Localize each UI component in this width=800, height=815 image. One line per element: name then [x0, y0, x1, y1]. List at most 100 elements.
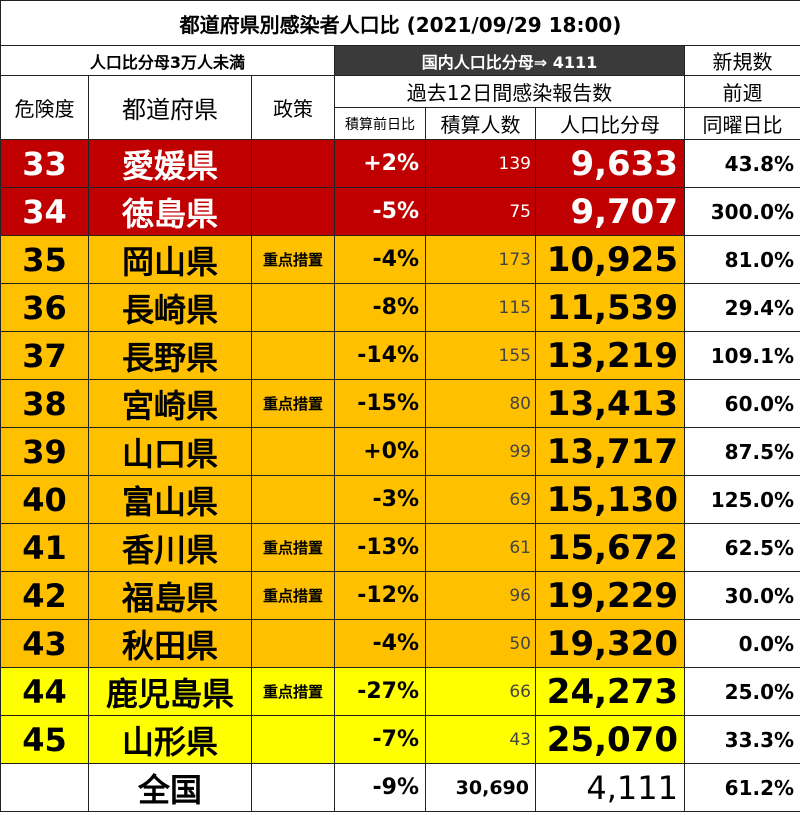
cum-count-cell: 75	[425, 187, 536, 236]
table-row: 43 秋田県 -4% 50 19,320 0.0%	[0, 619, 800, 668]
prefecture-cell: 鹿児島県	[88, 667, 252, 716]
rank-cell: 40	[0, 475, 89, 524]
policy-cell: 重点措置	[251, 523, 335, 572]
denominator-cell: 13,717	[535, 427, 685, 476]
rank-cell: 41	[0, 523, 89, 572]
table-row: 34 徳島県 -5% 75 9,707 300.0%	[0, 187, 800, 236]
rank-cell: 39	[0, 427, 89, 476]
same-day-ratio-header: 同曜日比	[683, 107, 800, 140]
week-ratio-cell: 30.0%	[683, 571, 800, 620]
week-ratio-cell: 109.1%	[683, 331, 800, 380]
policy-cell	[251, 283, 335, 332]
national-ratio-banner: 国内人口比分母⇒ 4111	[334, 45, 685, 76]
week-ratio-cell: 25.0%	[683, 667, 800, 716]
cum-count-cell: 80	[425, 379, 536, 428]
denominator-cell: 24,273	[535, 667, 685, 716]
cum-change-cell: -5%	[334, 187, 426, 236]
cum-change-cell: -8%	[334, 283, 426, 332]
cum-count-cell: 69	[425, 475, 536, 524]
policy-cell	[251, 139, 335, 188]
week-ratio-cell: 43.8%	[683, 139, 800, 188]
page-title: 都道府県別感染者人口比 (2021/09/29 18:00)	[0, 0, 800, 46]
cum-count-cell: 139	[425, 139, 536, 188]
policy-cell	[251, 427, 335, 476]
cum-change-cell: -14%	[334, 331, 426, 380]
total-change: -9%	[334, 763, 426, 812]
policy-cell	[251, 331, 335, 380]
prefecture-cell: 徳島県	[88, 187, 252, 236]
cum-count-header: 積算人数	[425, 107, 536, 140]
rank-cell: 36	[0, 283, 89, 332]
policy-cell: 重点措置	[251, 667, 335, 716]
cum-count-cell: 115	[425, 283, 536, 332]
policy-cell: 重点措置	[251, 379, 335, 428]
denominator-cell: 15,130	[535, 475, 685, 524]
total-label: 全国	[88, 763, 252, 812]
policy-header: 政策	[251, 75, 335, 140]
past12-header: 過去12日間感染報告数	[334, 75, 685, 108]
denominator-cell: 13,413	[535, 379, 685, 428]
denominator-cell: 13,219	[535, 331, 685, 380]
rank-cell: 44	[0, 667, 89, 716]
week-ratio-cell: 81.0%	[683, 235, 800, 284]
total-denominator: 4,111	[535, 763, 685, 812]
prefecture-cell: 香川県	[88, 523, 252, 572]
cum-change-cell: +2%	[334, 139, 426, 188]
table-row: 42 福島県 重点措置 -12% 96 19,229 30.0%	[0, 571, 800, 620]
week-ratio-cell: 62.5%	[683, 523, 800, 572]
total-policy-cell	[251, 763, 335, 812]
table-row: 39 山口県 +0% 99 13,717 87.5%	[0, 427, 800, 476]
cum-change-header: 積算前日比	[334, 107, 426, 140]
policy-cell: 重点措置	[251, 235, 335, 284]
week-ratio-cell: 33.3%	[683, 715, 800, 764]
table-row: 38 宮崎県 重点措置 -15% 80 13,413 60.0%	[0, 379, 800, 428]
rank-cell: 43	[0, 619, 89, 668]
denominator-cell: 9,633	[535, 139, 685, 188]
week-ratio-cell: 29.4%	[683, 283, 800, 332]
policy-cell	[251, 715, 335, 764]
denominator-cell: 11,539	[535, 283, 685, 332]
last-week-header: 前週	[683, 75, 800, 108]
risk-header: 危険度	[0, 75, 89, 140]
new-cases-header: 新規数	[683, 45, 800, 76]
total-rank-cell	[0, 763, 89, 812]
cum-change-cell: -15%	[334, 379, 426, 428]
cum-count-cell: 43	[425, 715, 536, 764]
table-row: 35 岡山県 重点措置 -4% 173 10,925 81.0%	[0, 235, 800, 284]
cum-count-cell: 99	[425, 427, 536, 476]
week-ratio-cell: 60.0%	[683, 379, 800, 428]
denominator-cell: 9,707	[535, 187, 685, 236]
table-row: 33 愛媛県 +2% 139 9,633 43.8%	[0, 139, 800, 188]
table-row: 40 富山県 -3% 69 15,130 125.0%	[0, 475, 800, 524]
cum-change-cell: -7%	[334, 715, 426, 764]
week-ratio-cell: 87.5%	[683, 427, 800, 476]
prefecture-cell: 富山県	[88, 475, 252, 524]
rank-cell: 35	[0, 235, 89, 284]
table-row: 44 鹿児島県 重点措置 -27% 66 24,273 25.0%	[0, 667, 800, 716]
policy-cell	[251, 619, 335, 668]
prefecture-cell: 山口県	[88, 427, 252, 476]
denominator-cell: 19,320	[535, 619, 685, 668]
rank-cell: 42	[0, 571, 89, 620]
rank-cell: 38	[0, 379, 89, 428]
cum-change-cell: -13%	[334, 523, 426, 572]
denominator-cell: 15,672	[535, 523, 685, 572]
cum-change-cell: +0%	[334, 427, 426, 476]
cum-change-cell: -4%	[334, 235, 426, 284]
total-week-ratio: 61.2%	[683, 763, 800, 812]
denominator-header: 人口比分母	[535, 107, 685, 140]
denominator-cell: 10,925	[535, 235, 685, 284]
denominator-cell: 25,070	[535, 715, 685, 764]
denominator-cell: 19,229	[535, 571, 685, 620]
cum-count-cell: 173	[425, 235, 536, 284]
rank-cell: 45	[0, 715, 89, 764]
cum-count-cell: 61	[425, 523, 536, 572]
prefecture-cell: 秋田県	[88, 619, 252, 668]
prefecture-cell: 岡山県	[88, 235, 252, 284]
table-row: 37 長野県 -14% 155 13,219 109.1%	[0, 331, 800, 380]
prefecture-cell: 福島県	[88, 571, 252, 620]
rank-cell: 33	[0, 139, 89, 188]
cum-change-cell: -3%	[334, 475, 426, 524]
prefecture-cell: 愛媛県	[88, 139, 252, 188]
